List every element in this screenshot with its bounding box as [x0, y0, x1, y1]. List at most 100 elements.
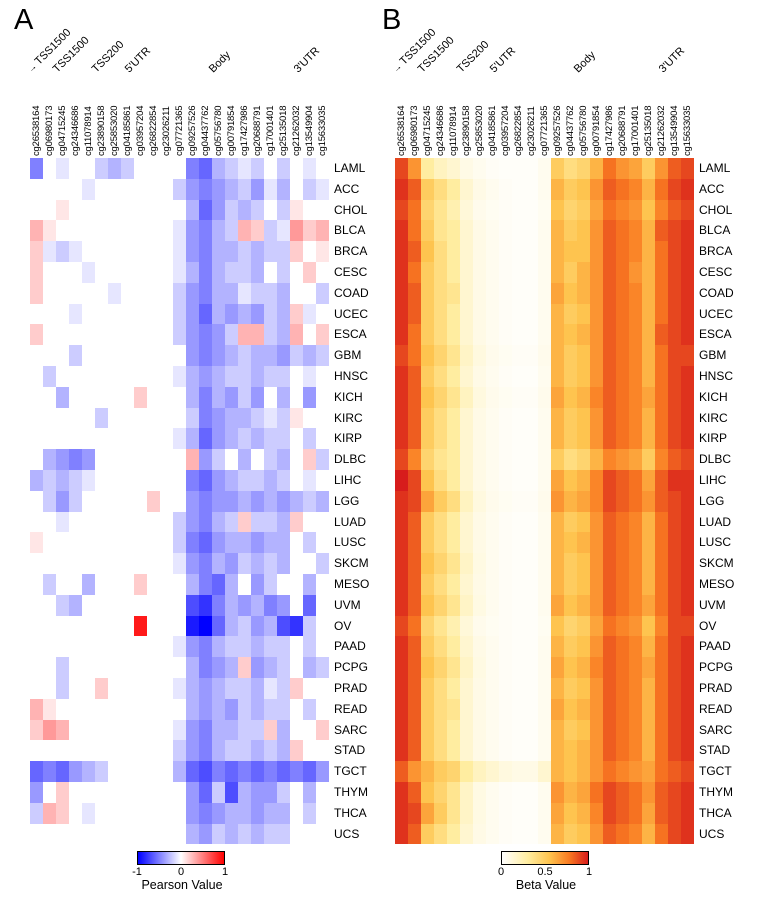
heatmap-cell — [56, 657, 69, 678]
heatmap-cell — [668, 636, 681, 658]
heatmap-cell — [408, 407, 421, 429]
heatmap-cell — [186, 386, 199, 408]
heatmap-cell — [147, 261, 160, 283]
heatmap-cell — [147, 532, 160, 554]
heatmap-cell — [186, 740, 199, 762]
heatmap-cell — [486, 553, 499, 574]
heatmap-cell — [408, 282, 421, 304]
heatmap-cell — [134, 698, 147, 720]
heatmap-cell — [434, 241, 447, 262]
heatmap-cell — [95, 553, 108, 574]
heatmap-cell — [199, 573, 212, 595]
heatmap-cell — [551, 657, 564, 678]
heatmap-cell — [173, 469, 186, 491]
row-label-cancer-type: LIHC — [699, 473, 727, 487]
heatmap-cell — [538, 802, 551, 824]
heatmap-cell — [69, 449, 82, 470]
heatmap-cell — [525, 657, 538, 678]
heatmap-cell — [225, 594, 238, 616]
heatmap-cell — [551, 615, 564, 637]
heatmap-cell — [160, 261, 173, 283]
heatmap-cell — [238, 199, 251, 221]
heatmap-cell — [421, 657, 434, 678]
heatmap-cell — [616, 428, 629, 450]
heatmap-cell — [134, 345, 147, 366]
row-label-cancer-type: SKCM — [699, 556, 734, 571]
heatmap-cell — [538, 303, 551, 325]
heatmap-cell — [538, 636, 551, 658]
heatmap-cell — [186, 345, 199, 366]
heatmap-cell — [499, 781, 512, 803]
heatmap-cell — [251, 469, 264, 491]
heatmap-cell — [603, 449, 616, 470]
column-label-probe: cg17001401 — [630, 105, 641, 156]
heatmap-cell — [538, 553, 551, 574]
heatmap-cell — [95, 407, 108, 429]
heatmap-cell — [681, 594, 694, 616]
heatmap-cell — [264, 386, 277, 408]
heatmap-cell — [43, 740, 56, 762]
heatmap-cell — [538, 178, 551, 200]
heatmap-cell — [160, 823, 173, 845]
heatmap-cell — [655, 178, 668, 200]
heatmap-cell — [251, 677, 264, 699]
heatmap-cell — [69, 261, 82, 283]
heatmap-cell — [95, 365, 108, 387]
heatmap-cell — [134, 636, 147, 658]
heatmap-cell — [43, 303, 56, 325]
column-label-probe: cg13549904 — [669, 105, 680, 156]
heatmap-cell — [668, 365, 681, 387]
heatmap-cell — [160, 282, 173, 304]
row-label-cancer-type: KICH — [699, 389, 728, 404]
heatmap-cell — [82, 158, 95, 179]
heatmap-cell — [590, 199, 603, 221]
heatmap-cell — [238, 324, 251, 346]
heatmap-cell — [56, 241, 69, 262]
column-label-probe: cg04715245 — [422, 105, 433, 156]
heatmap-cell — [147, 636, 160, 658]
heatmap-cell — [668, 511, 681, 533]
heatmap-cell — [681, 615, 694, 637]
heatmap-cell — [512, 573, 525, 595]
heatmap-cell — [225, 615, 238, 637]
heatmap-cell — [512, 407, 525, 429]
heatmap-cell — [277, 303, 290, 325]
heatmap-cell — [577, 677, 590, 699]
heatmap-cell — [447, 761, 460, 782]
heatmap-cell — [212, 261, 225, 283]
heatmap-cell — [160, 220, 173, 242]
heatmap-cell — [95, 345, 108, 366]
column-label-probe: cg26538164 — [396, 105, 407, 156]
heatmap-cell — [447, 615, 460, 637]
heatmap-cell — [277, 220, 290, 242]
heatmap-cell — [147, 677, 160, 699]
heatmap-cell — [108, 324, 121, 346]
heatmap-cell — [460, 241, 473, 262]
heatmap-cell — [655, 761, 668, 782]
heatmap-cell — [564, 241, 577, 262]
heatmap-cell — [486, 761, 499, 782]
heatmap-cell — [303, 345, 316, 366]
heatmap-cell — [277, 428, 290, 450]
heatmap-cell — [434, 345, 447, 366]
heatmap-cell — [629, 303, 642, 325]
heatmap-cell — [681, 407, 694, 429]
heatmap-cell — [69, 490, 82, 512]
heatmap-cell — [551, 553, 564, 574]
heatmap-cell — [603, 345, 616, 366]
heatmap-cell — [225, 740, 238, 762]
heatmap-cell — [121, 220, 134, 242]
heatmap-cell — [434, 303, 447, 325]
heatmap-cell — [173, 615, 186, 637]
heatmap-cell — [499, 469, 512, 491]
heatmap-cell — [264, 553, 277, 574]
heatmap-cell — [186, 158, 199, 179]
heatmap-cell — [590, 469, 603, 491]
heatmap-cell — [212, 158, 225, 179]
heatmap-cell — [173, 594, 186, 616]
heatmap-cell — [668, 345, 681, 366]
heatmap-cell — [225, 241, 238, 262]
heatmap-cell — [460, 615, 473, 637]
heatmap-cell — [121, 241, 134, 262]
heatmap-cell — [147, 178, 160, 200]
